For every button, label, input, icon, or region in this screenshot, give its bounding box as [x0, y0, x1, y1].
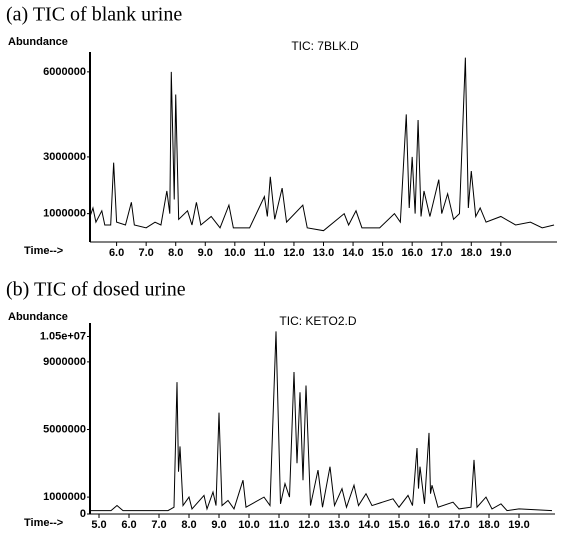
x-tick-label: 10.0: [224, 247, 245, 259]
y-tick-label: 3000000: [43, 151, 86, 163]
x-tick-label: 19.0: [508, 519, 529, 531]
x-tick-label: 9.0: [198, 247, 213, 259]
panel-title: (b) TIC of dosed urine: [6, 279, 186, 301]
x-tick-label: 13.0: [328, 519, 349, 531]
x-axis-label: Time-->: [24, 517, 63, 529]
y-axis-label: Abundance: [8, 311, 68, 323]
x-tick-label: 6.0: [109, 247, 124, 259]
chromatogram-line: [89, 57, 555, 232]
x-tick-label: 8.0: [181, 519, 196, 531]
x-tick-label: 17.0: [448, 519, 469, 531]
x-axis-label: Time-->: [24, 245, 63, 257]
x-tick-label: 16.0: [401, 247, 422, 259]
x-tick-label: 16.0: [418, 519, 439, 531]
y-tick-label: 5000000: [43, 423, 86, 435]
x-tick-label: 7.0: [151, 519, 166, 531]
x-tick-label: 10.0: [238, 519, 259, 531]
panel-title: (a) TIC of blank urine: [6, 4, 182, 26]
x-tick-label: 12.0: [283, 247, 304, 259]
y-tick-label: 0: [80, 508, 86, 520]
chart-subtitle: TIC: 7BLK.D: [291, 39, 359, 53]
x-tick-label: 18.0: [461, 247, 482, 259]
x-tick-label: 13.0: [313, 247, 334, 259]
x-tick-label: 14.0: [342, 247, 363, 259]
x-tick-label: 12.0: [298, 519, 319, 531]
y-tick-label: 1000000: [43, 208, 86, 220]
y-tick-label: 9000000: [43, 356, 86, 368]
x-tick-label: 6.0: [121, 519, 136, 531]
chromatogram-line: [90, 331, 553, 512]
x-tick-label: 19.0: [490, 247, 511, 259]
y-tick-label: 1000000: [43, 491, 86, 503]
x-tick-label: 7.0: [139, 247, 154, 259]
y-tick-label: 6000000: [43, 66, 86, 78]
chart-subtitle: TIC: KETO2.D: [279, 314, 356, 328]
x-tick-label: 11.0: [254, 247, 275, 259]
x-tick-label: 15.0: [388, 519, 409, 531]
x-tick-label: 8.0: [168, 247, 183, 259]
x-tick-label: 9.0: [211, 519, 226, 531]
y-axis-label: Abundance: [8, 36, 68, 48]
x-tick-label: 15.0: [372, 247, 393, 259]
x-tick-label: 11.0: [269, 519, 290, 531]
x-tick-label: 17.0: [431, 247, 452, 259]
x-tick-label: 18.0: [478, 519, 499, 531]
x-tick-label: 5.0: [91, 519, 106, 531]
y-tick-label: 1.05e+07: [40, 330, 86, 342]
x-tick-label: 14.0: [358, 519, 379, 531]
